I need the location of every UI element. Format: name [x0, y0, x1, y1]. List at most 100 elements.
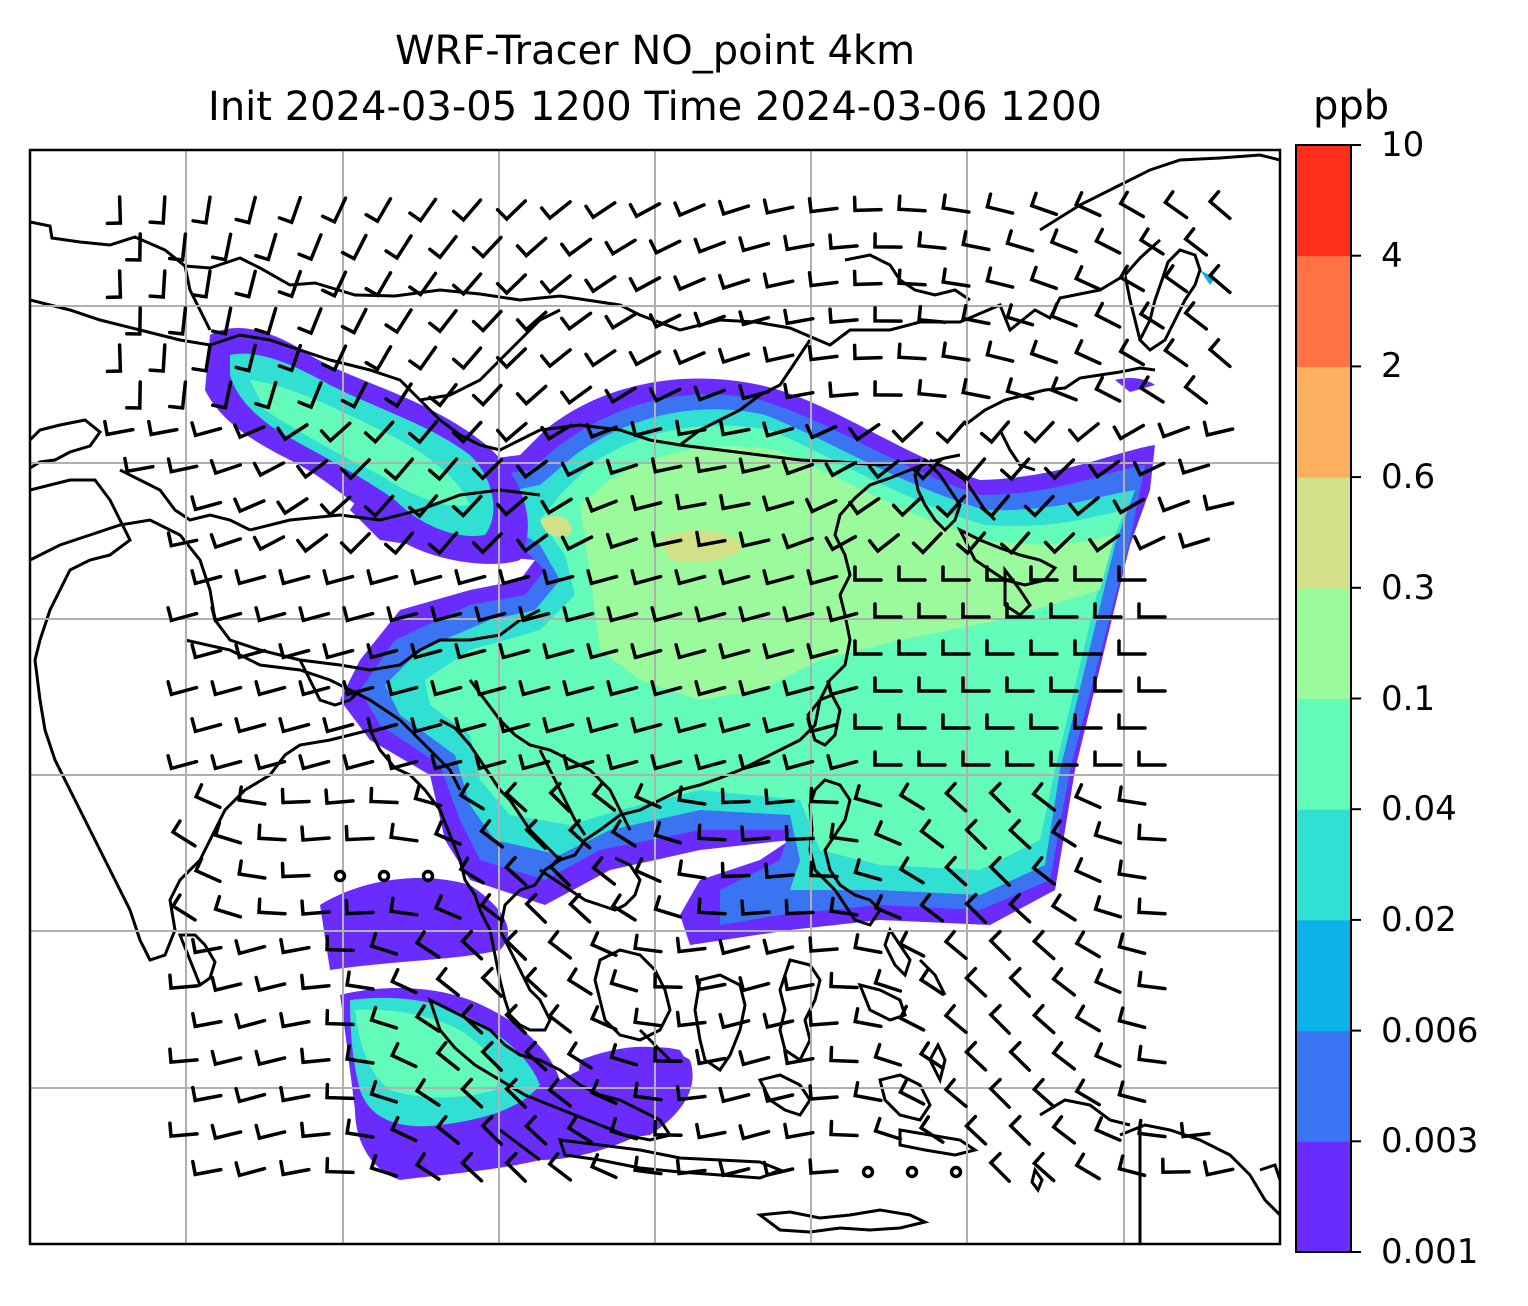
wind-barb: [853, 639, 883, 656]
wind-barb: [853, 1081, 883, 1103]
wind-barb: [495, 421, 528, 443]
wind-barb: [653, 895, 683, 919]
wind-barb: [495, 199, 528, 222]
wind-barb: [324, 788, 355, 805]
wind-barb: [762, 569, 795, 586]
wind-barb: [762, 938, 795, 956]
wind-barb: [167, 380, 188, 410]
wind-barb: [630, 420, 663, 438]
wind-barb: [935, 420, 967, 445]
wind-barb: [297, 307, 323, 336]
wind-barb: [191, 343, 212, 373]
wind-barb: [961, 303, 991, 326]
plume-main-lightgreen: [580, 446, 1115, 700]
wind-barb: [650, 754, 683, 771]
colorbar-unit: ppb: [1313, 83, 1390, 129]
wind-barb: [852, 343, 883, 361]
wind-barb: [460, 1077, 484, 1109]
wind-barb: [829, 896, 859, 917]
wind-barb: [209, 533, 243, 550]
wind-barb: [548, 855, 571, 887]
wind-barb: [1117, 1080, 1147, 1104]
wind-barb: [320, 196, 348, 225]
wind-barb: [279, 1159, 311, 1177]
wind-barb: [414, 1078, 441, 1107]
wind-barb-calm: [377, 869, 391, 883]
wind-barb: [609, 1117, 639, 1141]
wind-barb: [277, 195, 303, 225]
wind-barb: [1007, 892, 1032, 924]
wind-barb: [805, 497, 838, 514]
wind-barb: [296, 533, 329, 554]
wind-barb: [650, 457, 683, 474]
wind-barb: [168, 1047, 199, 1064]
wind-barb: [325, 1008, 355, 1027]
wind-barb: [562, 606, 595, 623]
wind-barb: [340, 307, 368, 335]
wind-barb: [898, 782, 925, 811]
wind-barb: [504, 1151, 528, 1183]
wind-barb: [190, 717, 223, 734]
wind-barb: [917, 676, 947, 693]
wind-barb: [985, 565, 1015, 582]
wind-barb: [167, 306, 188, 336]
wind-barb: [454, 643, 487, 660]
wind-barb: [280, 787, 311, 805]
wind-barb: [566, 1115, 593, 1144]
wind-barb: [325, 934, 355, 953]
wind-barb: [234, 1087, 267, 1104]
wind-barb: [1031, 782, 1057, 812]
plume-south-2-green: [355, 1009, 499, 1098]
wind-barb: [630, 569, 663, 586]
wind-barb: [566, 1041, 593, 1070]
wind-barb: [451, 272, 483, 297]
colorbar-tick-label: 4: [1381, 235, 1403, 276]
wind-barb: [320, 270, 348, 299]
colorbar-swatch: [1296, 809, 1351, 921]
wind-barb: [591, 856, 617, 886]
wind-barb: [523, 1040, 548, 1072]
wind-barb: [809, 786, 839, 805]
wind-barb: [1117, 565, 1147, 582]
wind-barb: [738, 680, 771, 697]
wind-barb: [210, 380, 233, 410]
wind-barb: [917, 750, 947, 767]
wind-barb: [389, 822, 419, 843]
wind-barb: [943, 1077, 968, 1109]
wind-barb: [539, 348, 572, 369]
wind-barb: [319, 495, 352, 518]
wind-barb: [190, 421, 223, 438]
wind-barb: [1161, 1157, 1191, 1174]
wind-barb: [1008, 1040, 1032, 1072]
wind-barb: [1094, 301, 1122, 329]
wind-barb: [1178, 532, 1211, 549]
wind-barb: [428, 234, 458, 260]
wind-barb: [148, 343, 167, 373]
wind-barb: [193, 857, 222, 884]
colorbar-swatch: [1296, 255, 1351, 367]
wind-barb: [717, 347, 751, 365]
wind-barb: [805, 423, 838, 440]
wind-barb: [1005, 377, 1035, 401]
wind-barb: [919, 893, 945, 923]
wind-barb: [325, 1082, 355, 1101]
wind-barb: [677, 785, 707, 806]
wind-barb: [213, 820, 243, 845]
wind-barb: [941, 565, 971, 582]
wind-barb: [364, 197, 393, 224]
wind-barb: [609, 969, 639, 993]
wind-barb: [695, 456, 727, 474]
wind-barb: [234, 269, 257, 299]
wind-barb: [606, 606, 639, 623]
wind-barb: [911, 531, 943, 555]
wind-barb: [1049, 302, 1078, 328]
wind-barb: [853, 784, 883, 808]
wind-barb: [964, 1040, 988, 1072]
wind-barb: [339, 458, 371, 481]
wind-barb: [103, 419, 135, 437]
wind-barb: [719, 419, 751, 437]
wind-barb: [1005, 750, 1035, 767]
wind-barb: [1137, 1118, 1167, 1139]
wind-barb: [943, 929, 968, 961]
wind-barb: [170, 893, 197, 922]
